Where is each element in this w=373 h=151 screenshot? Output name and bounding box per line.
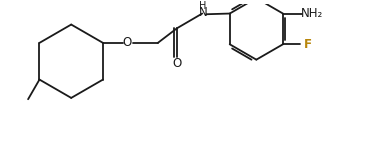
Text: H: H — [199, 1, 207, 11]
Text: N: N — [198, 6, 207, 19]
Text: O: O — [123, 36, 132, 49]
Text: O: O — [172, 57, 182, 70]
Text: F: F — [303, 38, 311, 51]
Text: NH₂: NH₂ — [301, 7, 323, 20]
